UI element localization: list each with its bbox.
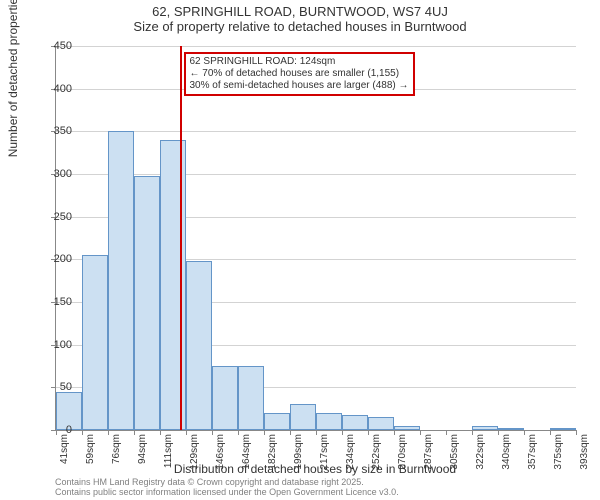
histogram-bar bbox=[394, 426, 420, 430]
ytick-label: 200 bbox=[32, 253, 72, 265]
callout-line3: 30% of semi-detached houses are larger (… bbox=[190, 80, 409, 92]
chart-plot-area: 41sqm59sqm76sqm94sqm111sqm129sqm146sqm16… bbox=[55, 46, 576, 431]
ytick-label: 150 bbox=[32, 296, 72, 308]
ytick-label: 100 bbox=[32, 339, 72, 351]
xtick-label: 305sqm bbox=[449, 434, 460, 484]
xtick-label: 393sqm bbox=[579, 434, 590, 484]
callout-box: 62 SPRINGHILL ROAD: 124sqm ← 70% of deta… bbox=[184, 52, 415, 96]
x-axis-label: Distribution of detached houses by size … bbox=[55, 462, 575, 476]
histogram-bar bbox=[160, 140, 186, 430]
footer: Contains HM Land Registry data © Crown c… bbox=[55, 478, 399, 498]
xtick-label: 287sqm bbox=[423, 434, 434, 484]
xtick-mark bbox=[446, 430, 447, 435]
histogram-bar bbox=[186, 261, 212, 430]
xtick-mark bbox=[472, 430, 473, 435]
xtick-mark bbox=[576, 430, 577, 435]
xtick-mark bbox=[264, 430, 265, 435]
histogram-bar bbox=[316, 413, 342, 430]
xtick-mark bbox=[108, 430, 109, 435]
xtick-mark bbox=[238, 430, 239, 435]
ytick-label: 400 bbox=[32, 83, 72, 95]
xtick-label: 357sqm bbox=[527, 434, 538, 484]
xtick-mark bbox=[316, 430, 317, 435]
ytick-label: 50 bbox=[32, 381, 72, 393]
xtick-mark bbox=[498, 430, 499, 435]
title-block: 62, SPRINGHILL ROAD, BURNTWOOD, WS7 4UJ … bbox=[0, 0, 600, 34]
gridline bbox=[56, 131, 576, 132]
xtick-label: 252sqm bbox=[371, 434, 382, 484]
histogram-bar bbox=[134, 176, 160, 430]
histogram-bar bbox=[108, 131, 134, 430]
xtick-mark bbox=[134, 430, 135, 435]
xtick-mark bbox=[82, 430, 83, 435]
histogram-bar bbox=[238, 366, 264, 430]
title-main: 62, SPRINGHILL ROAD, BURNTWOOD, WS7 4UJ bbox=[0, 4, 600, 19]
ytick-label: 0 bbox=[32, 424, 72, 436]
histogram-bar bbox=[264, 413, 290, 430]
xtick-mark bbox=[524, 430, 525, 435]
marker-line bbox=[180, 46, 182, 430]
histogram-bar bbox=[368, 417, 394, 430]
xtick-mark bbox=[160, 430, 161, 435]
ytick-label: 350 bbox=[32, 125, 72, 137]
gridline bbox=[56, 46, 576, 47]
xtick-mark bbox=[212, 430, 213, 435]
ytick-label: 300 bbox=[32, 168, 72, 180]
xtick-mark bbox=[186, 430, 187, 435]
histogram-bar bbox=[342, 415, 368, 430]
ytick-label: 450 bbox=[32, 40, 72, 52]
histogram-bar bbox=[82, 255, 108, 430]
histogram-bar bbox=[290, 404, 316, 430]
ytick-label: 250 bbox=[32, 211, 72, 223]
xtick-mark bbox=[342, 430, 343, 435]
xtick-mark bbox=[290, 430, 291, 435]
xtick-mark bbox=[420, 430, 421, 435]
footer-line2: Contains public sector information licen… bbox=[55, 488, 399, 498]
xtick-label: 322sqm bbox=[475, 434, 486, 484]
histogram-bar bbox=[498, 428, 524, 430]
chart-container: 62, SPRINGHILL ROAD, BURNTWOOD, WS7 4UJ … bbox=[0, 0, 600, 500]
callout-line2: ← 70% of detached houses are smaller (1,… bbox=[190, 68, 409, 80]
xtick-mark bbox=[550, 430, 551, 435]
xtick-mark bbox=[394, 430, 395, 435]
histogram-bar bbox=[212, 366, 238, 430]
title-sub: Size of property relative to detached ho… bbox=[0, 19, 600, 34]
xtick-label: 340sqm bbox=[501, 434, 512, 484]
xtick-label: 270sqm bbox=[397, 434, 408, 484]
histogram-bar bbox=[472, 426, 498, 430]
xtick-label: 375sqm bbox=[553, 434, 564, 484]
y-axis-label: Number of detached properties bbox=[6, 0, 20, 157]
histogram-bar bbox=[550, 428, 576, 430]
callout-line1: 62 SPRINGHILL ROAD: 124sqm bbox=[190, 56, 409, 68]
xtick-mark bbox=[368, 430, 369, 435]
